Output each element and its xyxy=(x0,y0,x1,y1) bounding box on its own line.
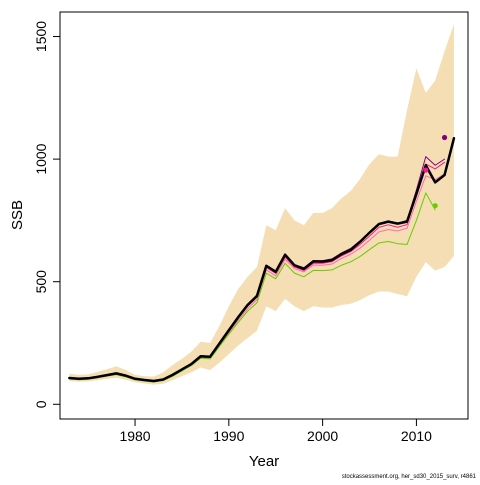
credit-text: stockassessment.org, her_sd30_2015_surv,… xyxy=(342,474,477,480)
y-tick-label-500: 500 xyxy=(33,270,49,294)
x-tick-label-2000: 2000 xyxy=(307,428,338,444)
x-axis-label: Year xyxy=(249,453,279,470)
x-tick-label-2010: 2010 xyxy=(401,428,432,444)
y-tick-label-1000: 1000 xyxy=(33,143,49,174)
end-point-3 xyxy=(441,134,448,141)
end-point-2 xyxy=(432,203,438,209)
confidence-band xyxy=(69,24,454,385)
series-line-5 xyxy=(68,137,456,383)
y-tick-label-0: 0 xyxy=(33,400,49,408)
x-tick-label-1980: 1980 xyxy=(119,428,150,444)
series-layer xyxy=(68,137,456,383)
end-point-1 xyxy=(423,167,429,173)
x-axis: 1980 1990 2000 2010 xyxy=(119,418,432,444)
y-tick-label-1500: 1500 xyxy=(33,21,49,52)
confidence-band-layer xyxy=(69,24,454,385)
y-axis: 0 500 1000 1500 xyxy=(33,21,61,408)
end-points-layer xyxy=(423,134,448,209)
x-tick-label-1990: 1990 xyxy=(213,428,244,444)
y-axis-label: SSB xyxy=(9,200,26,230)
